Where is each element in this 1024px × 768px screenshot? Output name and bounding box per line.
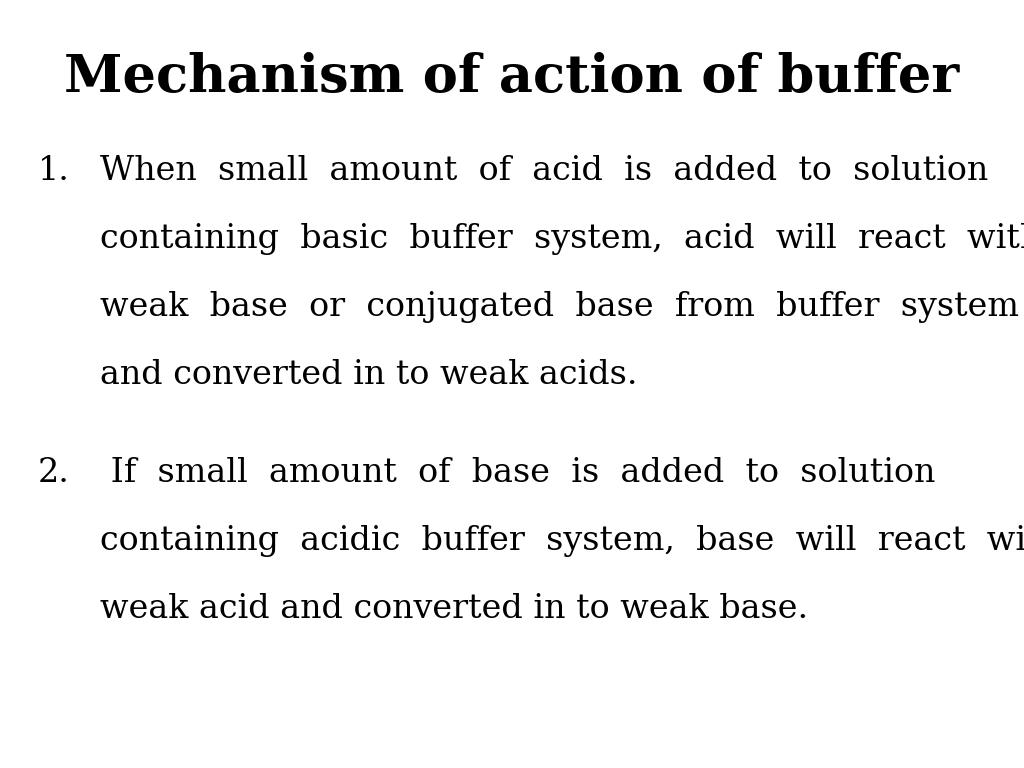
Text: 2.: 2. (38, 457, 70, 489)
Text: Mechanism of action of buffer: Mechanism of action of buffer (65, 52, 959, 103)
Text: If  small  amount  of  base  is  added  to  solution: If small amount of base is added to solu… (100, 457, 935, 489)
Text: containing  acidic  buffer  system,  base  will  react  with: containing acidic buffer system, base wi… (100, 525, 1024, 557)
Text: and converted in to weak acids.: and converted in to weak acids. (100, 359, 638, 391)
Text: 1.: 1. (38, 155, 70, 187)
Text: weak acid and converted in to weak base.: weak acid and converted in to weak base. (100, 593, 808, 625)
Text: containing  basic  buffer  system,  acid  will  react  with: containing basic buffer system, acid wil… (100, 223, 1024, 255)
Text: When  small  amount  of  acid  is  added  to  solution: When small amount of acid is added to so… (100, 155, 988, 187)
Text: weak  base  or  conjugated  base  from  buffer  system: weak base or conjugated base from buffer… (100, 291, 1019, 323)
